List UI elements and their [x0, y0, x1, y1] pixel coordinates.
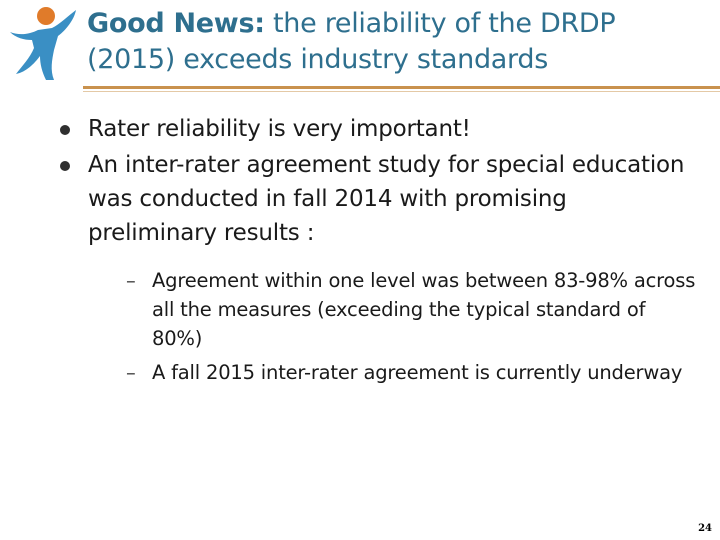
sub-bullet-list: – Agreement within one level was between… — [60, 266, 700, 392]
sub-bullet-text: Agreement within one level was between 8… — [152, 269, 696, 350]
title-line-2: (2015) exceeds industry standards — [87, 44, 548, 75]
title-divider — [83, 86, 720, 89]
slide-title: Good News: the reliability of the DRDP (… — [87, 6, 707, 78]
logo-body — [10, 10, 76, 80]
dash-icon: – — [126, 361, 136, 384]
bullet-dot-icon — [60, 161, 70, 171]
sub-bullet-item: – A fall 2015 inter-rater agreement is c… — [120, 358, 700, 387]
bullet-item: Rater reliability is very important! — [60, 112, 700, 146]
title-divider-thin — [83, 91, 720, 92]
title-bold-part: Good News: — [87, 8, 265, 39]
bullet-text: An inter-rater agreement study for speci… — [88, 152, 685, 246]
logo-head — [37, 7, 55, 25]
bullet-dot-icon — [60, 125, 70, 135]
sub-bullet-item: – Agreement within one level was between… — [120, 266, 700, 353]
title-rest-part: the reliability of the DRDP — [264, 8, 616, 39]
bullet-list: Rater reliability is very important! An … — [60, 112, 700, 252]
bullet-item: An inter-rater agreement study for speci… — [60, 148, 700, 250]
logo-icon — [10, 7, 76, 80]
bullet-text: Rater reliability is very important! — [88, 116, 471, 142]
dash-icon: – — [126, 269, 136, 292]
page-number: 24 — [698, 523, 712, 534]
sub-bullet-text: A fall 2015 inter-rater agreement is cur… — [152, 361, 683, 384]
